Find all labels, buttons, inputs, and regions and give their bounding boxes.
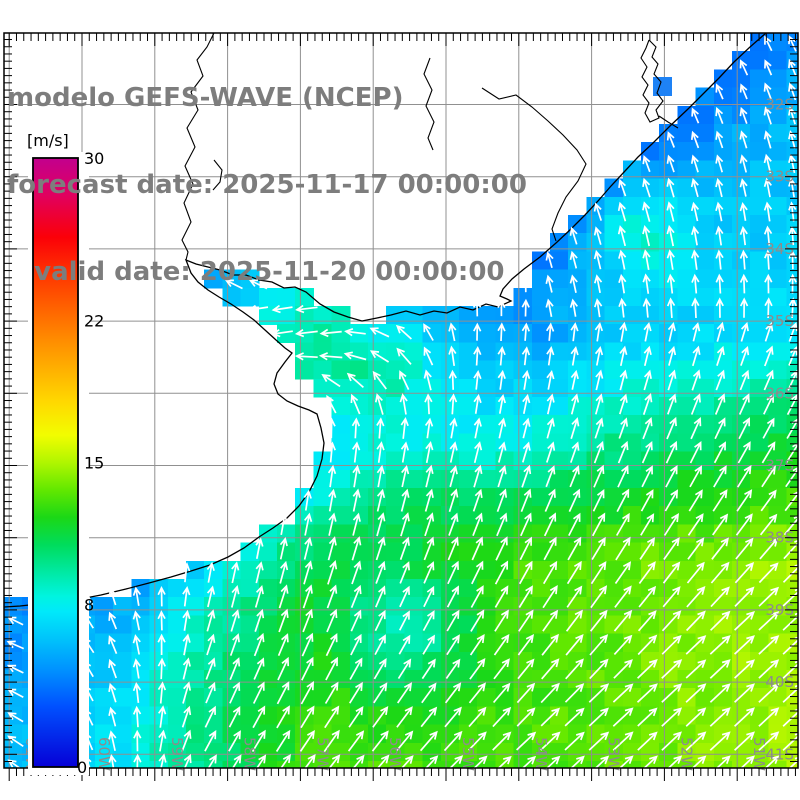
longitude-label: 60W (95, 737, 113, 771)
lagoon-channel (658, 115, 679, 129)
colorbar-tick-label: 22 (84, 311, 104, 330)
frame-tick-marks (4, 33, 798, 781)
latitude-label: 35S (765, 312, 794, 330)
longitude-label: 59W (168, 737, 186, 771)
longitude-label: 52W (677, 737, 695, 771)
colorbar-tick-label: 0 (77, 758, 87, 777)
longitude-label: 57W (313, 737, 331, 771)
colorbar-tick-label: 8 (84, 596, 94, 615)
map-frame (3, 32, 799, 769)
latitude-label: 33S (765, 168, 794, 186)
coastline-geography (3, 32, 767, 608)
longitude-label: 53W (605, 737, 623, 771)
longitude-label: 51W (750, 737, 768, 771)
latitude-label: 39S (765, 601, 794, 619)
ocean-wave-height-cells (4, 33, 798, 768)
latitude-label: 41S (765, 745, 794, 763)
river-line-3 (423, 57, 435, 151)
lagoon-deep-cell (653, 77, 672, 96)
colorbar-tick-label: 30 (84, 149, 104, 168)
longitude-label: 58W (241, 737, 259, 771)
latitude-label: 32S (765, 96, 794, 114)
river-line-2 (481, 87, 587, 242)
latitude-label: 38S (765, 529, 794, 547)
lagoa-dos-patos-outline (640, 39, 664, 123)
colorbar: [m/s] 30 22 15 8 0 (27, 131, 104, 777)
wave-direction-arrows (6, 34, 798, 768)
colorbar-gradient (32, 157, 79, 768)
river-line-1 (212, 159, 223, 191)
latitude-label: 40S (765, 673, 794, 691)
colorbar-tick-label: 15 (84, 454, 104, 473)
latitude-label: 37S (765, 457, 794, 475)
river-line-0 (181, 32, 215, 261)
longitude-label: 54W (532, 737, 550, 771)
colorbar-unit-label: [m/s] (27, 131, 69, 150)
longitude-label: 56W (386, 737, 404, 771)
coastline (3, 32, 767, 608)
longitude-label: 55W (459, 737, 477, 771)
latitude-label: 36S (765, 384, 794, 402)
latitude-label: 34S (765, 240, 794, 258)
